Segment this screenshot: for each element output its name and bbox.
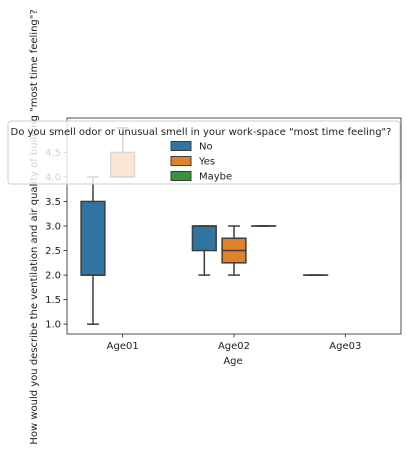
legend-swatch-no (170, 141, 192, 151)
x-tick-label: Age01 (107, 341, 139, 352)
x-tick-label: Age03 (329, 341, 361, 352)
box-yes-age02 (221, 225, 247, 276)
y-tick-label: 3.5 (45, 197, 61, 208)
legend-label-no: No (199, 142, 213, 153)
y-tick-label: 1.0 (45, 320, 61, 331)
legend-label-yes: Yes (198, 157, 215, 168)
y-axis-label: How would you describe the ventilation a… (29, 9, 40, 444)
y-tick-label: 3.0 (45, 222, 61, 233)
legend-label-maybe: Maybe (199, 172, 232, 183)
y-tick-label: 1.5 (45, 295, 61, 306)
y-tick-label: 2.5 (45, 246, 61, 257)
legend-title: Do you smell odor or unusual smell in yo… (11, 127, 392, 138)
legend-swatch-yes (170, 156, 192, 166)
legend-swatch-maybe (170, 171, 192, 181)
legend: Do you smell odor or unusual smell in yo… (7, 120, 401, 185)
x-axis-label: Age (223, 356, 242, 367)
box-no-age01 (80, 176, 106, 325)
legend-frame (7, 120, 401, 185)
y-tick-label: 2.0 (45, 271, 61, 282)
box-no-age02 (191, 225, 217, 276)
x-tick-label: Age02 (218, 341, 250, 352)
iqr-box (80, 200, 106, 276)
iqr-box (191, 225, 217, 252)
